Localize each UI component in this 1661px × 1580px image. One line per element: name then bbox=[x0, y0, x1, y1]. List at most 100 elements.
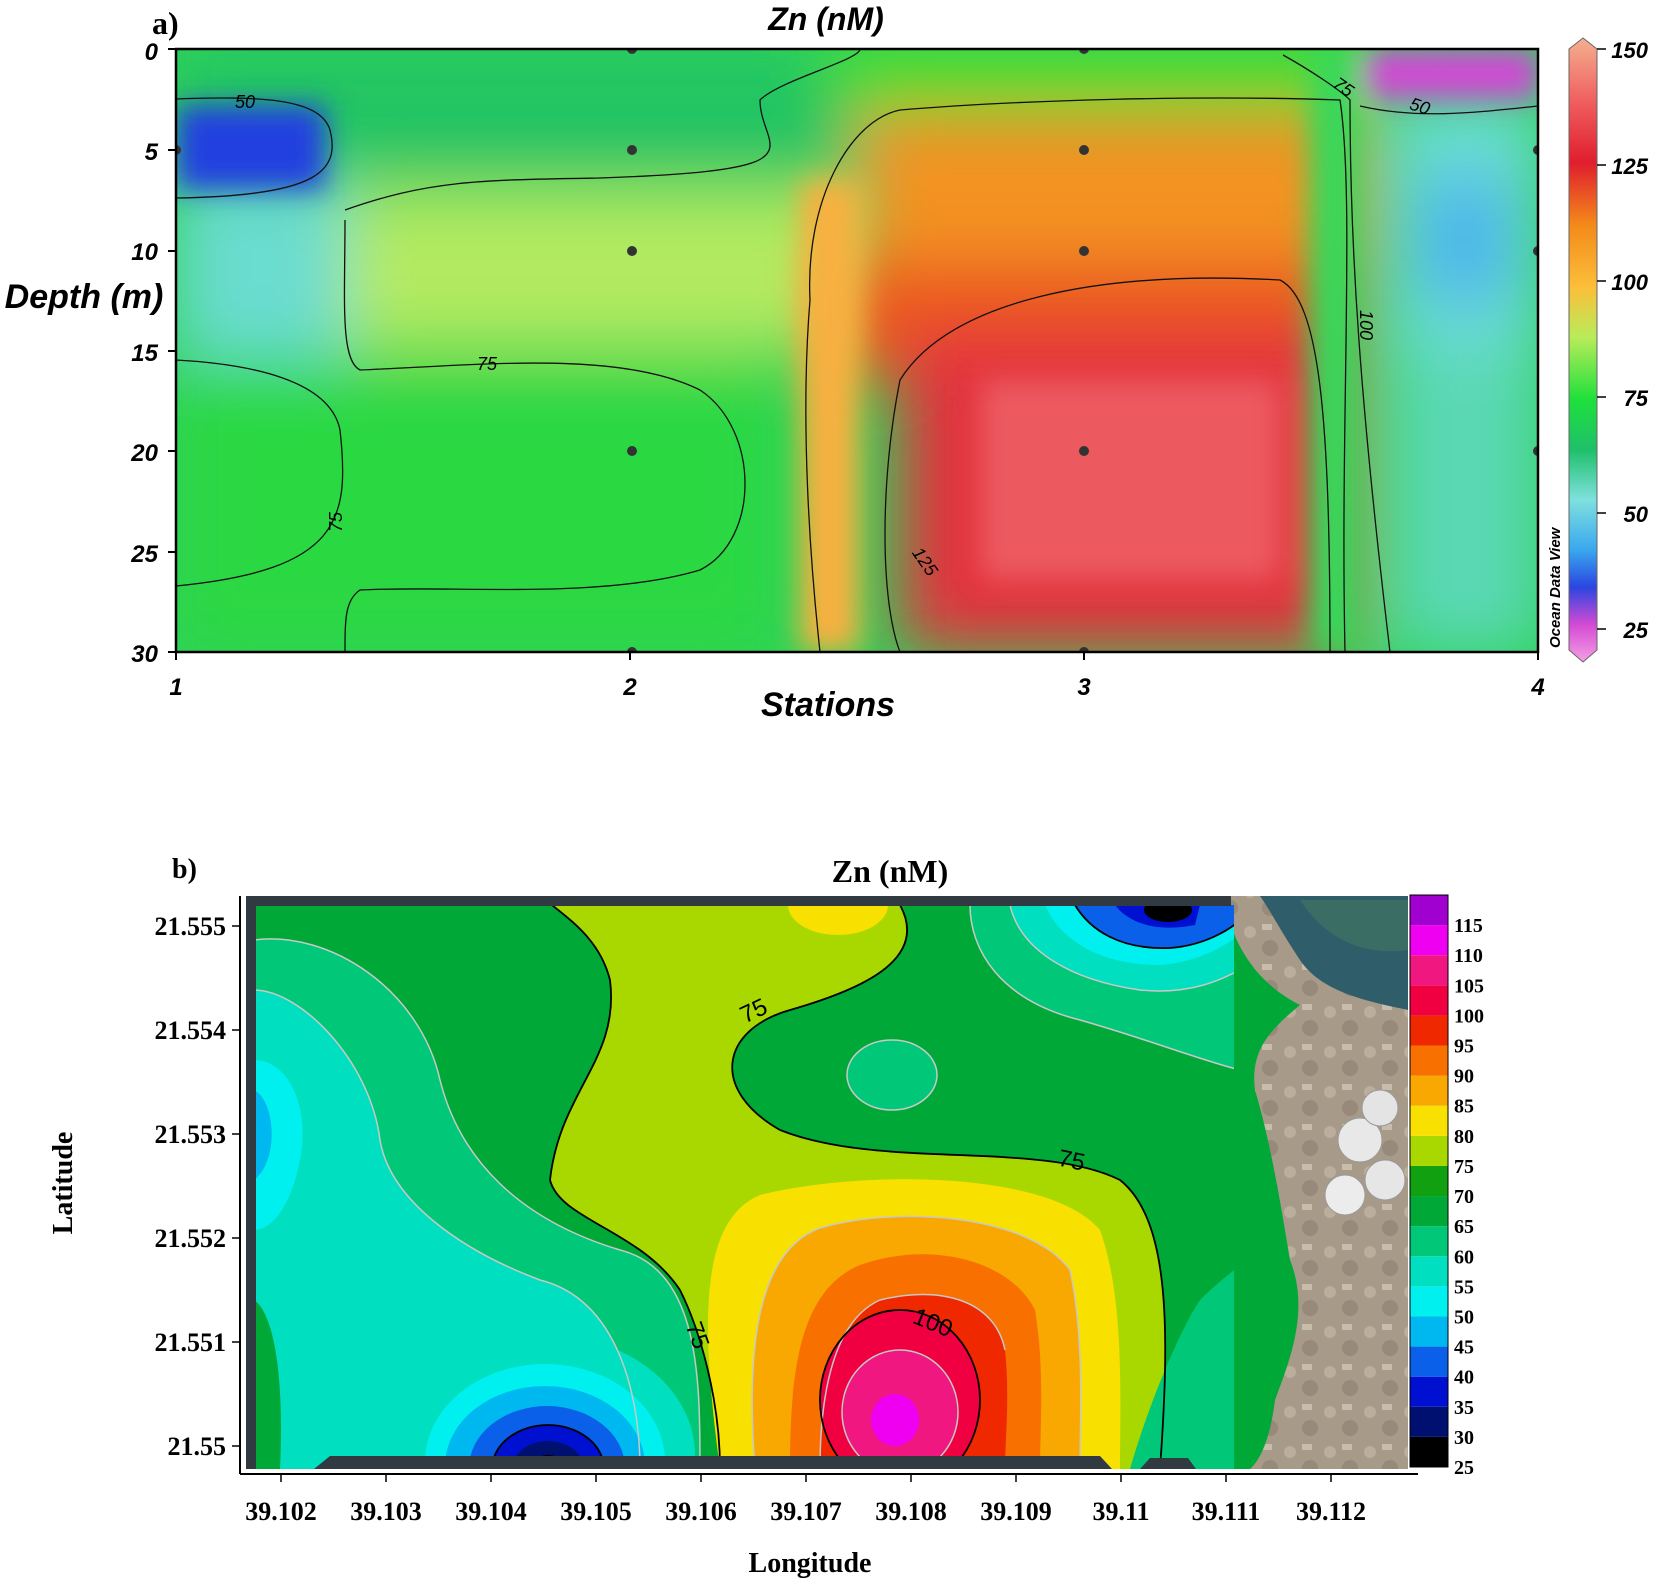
y-tick-label: 21.555 bbox=[155, 912, 227, 941]
panel-a-y-label: Depth (m) bbox=[5, 278, 164, 316]
panel-b-x-label: Longitude bbox=[749, 1548, 872, 1579]
colorbar-frame bbox=[1409, 894, 1449, 1468]
colorbar-swatch bbox=[1410, 1316, 1448, 1347]
colorbar-swatch bbox=[1410, 955, 1448, 986]
colorbar-tick-label: 55 bbox=[1454, 1276, 1474, 1298]
x-tick-label: 39.105 bbox=[560, 1497, 632, 1526]
y-tick-label: 21.551 bbox=[155, 1328, 227, 1357]
y-tick-label: 20 bbox=[130, 440, 158, 467]
colorbar-swatch bbox=[1410, 925, 1448, 956]
panel-a-sample-points bbox=[176, 49, 1538, 652]
x-tick-label: 39.11 bbox=[1092, 1497, 1149, 1526]
panel-b-title: Zn (nM) bbox=[832, 853, 948, 889]
colorbar-swatch bbox=[1410, 1196, 1448, 1227]
colorbar-swatch bbox=[1410, 1075, 1448, 1106]
panel-a-y-axis bbox=[168, 48, 176, 653]
colorbar-tick-label: 110 bbox=[1454, 945, 1483, 967]
y-tick-label: 5 bbox=[145, 139, 159, 166]
colorbar-tick-label: 150 bbox=[1611, 38, 1648, 63]
panel-a-x-ticklabels: 1 2 3 4 bbox=[169, 674, 1544, 701]
colorbar-tick-label: 70 bbox=[1454, 1186, 1474, 1208]
colorbar-tick-label: 105 bbox=[1454, 975, 1484, 997]
contour-label: 50 bbox=[235, 92, 255, 112]
panel-b-y-ticklabels: 21.555 21.554 21.553 21.552 21.551 21.55 bbox=[155, 912, 227, 1461]
panel-a-x-label: Stations bbox=[761, 686, 895, 724]
colorbar-tick-label: 35 bbox=[1454, 1397, 1474, 1419]
y-tick-label: 0 bbox=[145, 39, 159, 66]
x-tick-label: 39.112 bbox=[1296, 1497, 1366, 1526]
contour-label: 75 bbox=[477, 354, 498, 374]
x-tick-label: 39.111 bbox=[1192, 1497, 1261, 1526]
panel-b-axes bbox=[239, 896, 1418, 1475]
colorbar-swatch bbox=[1410, 1256, 1448, 1287]
contour-label: 75 bbox=[326, 511, 346, 532]
colorbar-swatch bbox=[1410, 1286, 1448, 1317]
colorbar-tick-label: 65 bbox=[1454, 1216, 1474, 1238]
colorbar-tick-label: 100 bbox=[1454, 1005, 1484, 1027]
y-tick-label: 21.55 bbox=[168, 1432, 227, 1461]
y-tick-label: 21.552 bbox=[155, 1224, 227, 1253]
colorbar-tick-label: 85 bbox=[1454, 1096, 1474, 1118]
colorbar-swatch bbox=[1410, 985, 1448, 1016]
colorbar-tick-label: 25 bbox=[1623, 618, 1649, 643]
panel-a-label: a) bbox=[152, 5, 179, 41]
colorbar-tick-label: 30 bbox=[1454, 1427, 1474, 1449]
panel-a-heatmap bbox=[176, 49, 1538, 652]
colorbar-swatch bbox=[1410, 1165, 1448, 1197]
colorbar-tick-label: 25 bbox=[1454, 1457, 1474, 1479]
panel-a-colorbar: 150 125 100 75 50 25 bbox=[1568, 37, 1649, 663]
panel-a-y-ticklabels: 0 5 10 15 20 25 30 bbox=[130, 39, 158, 668]
y-tick-label: 30 bbox=[131, 641, 158, 668]
x-tick-label: 39.107 bbox=[770, 1497, 842, 1526]
panel-b-y-label: Latitude bbox=[48, 1132, 79, 1235]
colorbar-swatch bbox=[1410, 895, 1448, 926]
colorbar-tick-label: 50 bbox=[1454, 1306, 1474, 1328]
panel-a: a) Zn (nM) bbox=[5, 1, 1649, 724]
panel-b-heatmap: 75 75 75 100 bbox=[246, 896, 1300, 1469]
colorbar-swatch bbox=[1410, 1105, 1448, 1136]
colorbar-swatch bbox=[1410, 1045, 1448, 1076]
x-tick-label: 39.104 bbox=[455, 1497, 527, 1526]
y-tick-label: 25 bbox=[130, 541, 158, 568]
colorbar-tick-label: 75 bbox=[1454, 1156, 1474, 1178]
x-tick-label: 2 bbox=[622, 674, 637, 701]
y-tick-label: 21.554 bbox=[155, 1016, 227, 1045]
odv-watermark: Ocean Data View bbox=[1547, 526, 1564, 648]
panel-b-x-ticks bbox=[280, 1474, 1332, 1482]
panel-b-x-ticklabels: 39.102 39.103 39.104 39.105 39.106 39.10… bbox=[245, 1497, 1366, 1526]
panel-a-title: Zn (nM) bbox=[767, 1, 884, 37]
panel-b: b) Zn (nM) bbox=[48, 853, 1484, 1579]
panel-b-label: b) bbox=[172, 854, 197, 885]
colorbar-swatch bbox=[1410, 1015, 1448, 1046]
panel-b-y-ticks bbox=[232, 925, 240, 1447]
colorbar-swatch bbox=[1410, 1135, 1448, 1166]
colorbar-tick-label: 75 bbox=[1624, 386, 1649, 411]
panel-b-colorbar: 115 110 105 100 95 90 85 80 75 70 65 60 55 50 45 40 35 30… bbox=[1409, 894, 1484, 1479]
x-tick-label: 39.106 bbox=[665, 1497, 737, 1526]
colorbar-tick-label: 40 bbox=[1454, 1367, 1474, 1389]
panel-a-x-axis bbox=[175, 652, 1539, 660]
contour-label: 100 bbox=[1356, 310, 1376, 340]
colorbar-tick-label: 100 bbox=[1611, 270, 1648, 295]
panel-a-contours bbox=[176, 49, 1538, 652]
x-tick-label: 1 bbox=[169, 674, 182, 701]
x-tick-label: 4 bbox=[1530, 674, 1544, 701]
colorbar-tick-label: 50 bbox=[1624, 502, 1649, 527]
colorbar-tick-label: 125 bbox=[1611, 154, 1648, 179]
panel-b-contours bbox=[254, 905, 1234, 1469]
colorbar-swatch bbox=[1410, 1226, 1448, 1257]
colorbar-swatch bbox=[1410, 1406, 1448, 1437]
colorbar-tick-label: 115 bbox=[1454, 915, 1483, 937]
colorbar-tick-label: 60 bbox=[1454, 1246, 1474, 1268]
x-tick-label: 39.103 bbox=[350, 1497, 422, 1526]
contour-label: 75 bbox=[1056, 1145, 1088, 1177]
colorbar-swatch bbox=[1410, 1436, 1448, 1467]
y-tick-label: 15 bbox=[131, 340, 158, 367]
colorbar-swatch bbox=[1410, 1376, 1448, 1407]
colorbar-tick-label: 45 bbox=[1454, 1337, 1474, 1359]
colorbar-tick-label: 95 bbox=[1454, 1036, 1474, 1058]
colorbar-tick-label: 90 bbox=[1454, 1066, 1474, 1088]
colorbar-tick-label: 80 bbox=[1454, 1126, 1474, 1148]
y-tick-label: 21.553 bbox=[155, 1120, 227, 1149]
